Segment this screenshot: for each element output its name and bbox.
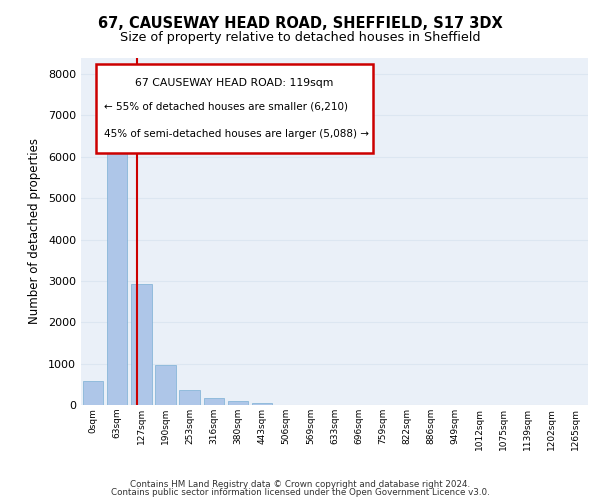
Text: ← 55% of detached houses are smaller (6,210): ← 55% of detached houses are smaller (6,… bbox=[104, 102, 348, 112]
Bar bbox=[252, 402, 272, 405]
Text: 45% of semi-detached houses are larger (5,088) →: 45% of semi-detached houses are larger (… bbox=[104, 128, 369, 138]
Text: 67, CAUSEWAY HEAD ROAD, SHEFFIELD, S17 3DX: 67, CAUSEWAY HEAD ROAD, SHEFFIELD, S17 3… bbox=[98, 16, 502, 32]
Bar bbox=[107, 141, 127, 405]
Text: 67 CAUSEWAY HEAD ROAD: 119sqm: 67 CAUSEWAY HEAD ROAD: 119sqm bbox=[135, 78, 334, 88]
FancyBboxPatch shape bbox=[96, 64, 373, 153]
Bar bbox=[227, 401, 248, 405]
Bar bbox=[203, 398, 224, 405]
Bar bbox=[131, 284, 152, 405]
Text: Contains public sector information licensed under the Open Government Licence v3: Contains public sector information licen… bbox=[110, 488, 490, 497]
Y-axis label: Number of detached properties: Number of detached properties bbox=[28, 138, 41, 324]
Bar bbox=[155, 365, 176, 405]
Text: Size of property relative to detached houses in Sheffield: Size of property relative to detached ho… bbox=[120, 31, 480, 44]
Bar bbox=[83, 382, 103, 405]
Bar bbox=[179, 390, 200, 405]
Text: Contains HM Land Registry data © Crown copyright and database right 2024.: Contains HM Land Registry data © Crown c… bbox=[130, 480, 470, 489]
